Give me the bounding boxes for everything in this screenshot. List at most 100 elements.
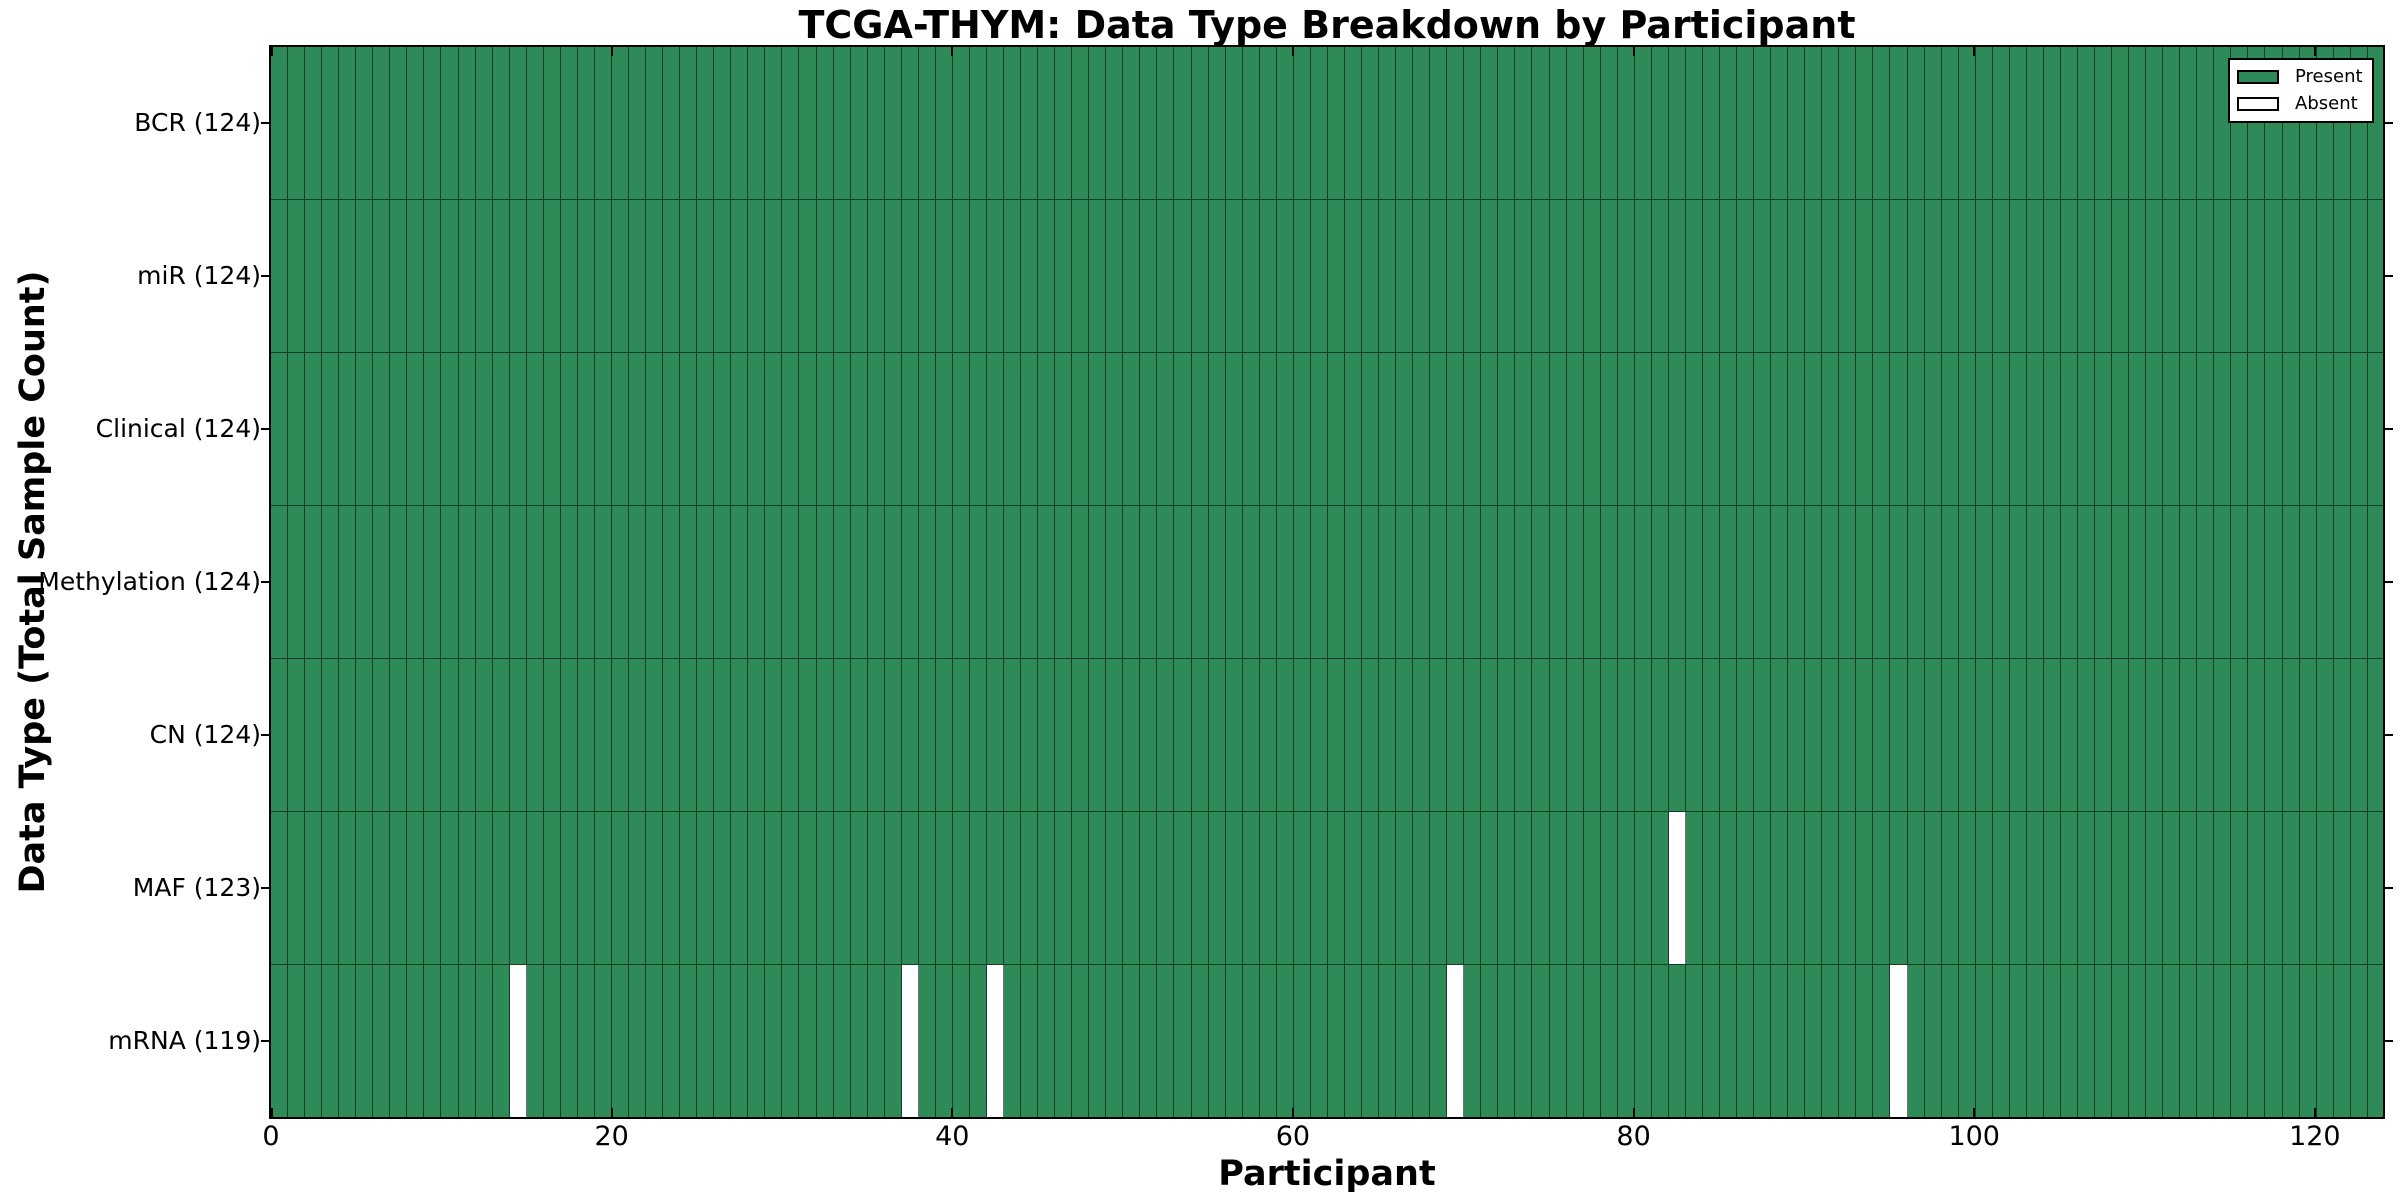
present-cell-CN-86 bbox=[1737, 659, 1755, 811]
present-cell-Clinical-81 bbox=[1651, 353, 1669, 505]
present-cell-CN-102 bbox=[2009, 659, 2027, 811]
present-cell-miR-58 bbox=[1259, 200, 1277, 352]
present-cell-miR-54 bbox=[1191, 200, 1209, 352]
present-cell-mRNA-38 bbox=[918, 965, 936, 1117]
present-cell-Clinical-80 bbox=[1634, 353, 1652, 505]
present-cell-miR-65 bbox=[1379, 200, 1397, 352]
present-cell-CN-116 bbox=[2248, 659, 2266, 811]
present-cell-BCR-90 bbox=[1805, 47, 1823, 199]
present-cell-miR-6 bbox=[373, 200, 391, 352]
present-cell-Methylation-93 bbox=[1856, 506, 1874, 658]
present-cell-Clinical-23 bbox=[663, 353, 681, 505]
present-cell-CN-76 bbox=[1566, 659, 1584, 811]
present-cell-miR-17 bbox=[560, 200, 578, 352]
present-cell-Methylation-67 bbox=[1413, 506, 1431, 658]
present-cell-Clinical-120 bbox=[2316, 353, 2334, 505]
present-cell-miR-42 bbox=[986, 200, 1005, 352]
present-cell-Methylation-50 bbox=[1123, 506, 1141, 658]
present-cell-MAF-65 bbox=[1379, 812, 1397, 964]
present-cell-Methylation-54 bbox=[1191, 506, 1209, 658]
present-cell-Clinical-64 bbox=[1362, 353, 1380, 505]
present-cell-Methylation-48 bbox=[1089, 506, 1107, 658]
present-cell-mRNA-78 bbox=[1600, 965, 1618, 1117]
present-cell-mRNA-114 bbox=[2214, 965, 2232, 1117]
present-cell-miR-57 bbox=[1242, 200, 1260, 352]
present-cell-miR-80 bbox=[1634, 200, 1652, 352]
present-cell-Clinical-47 bbox=[1072, 353, 1090, 505]
present-cell-mRNA-119 bbox=[2299, 965, 2317, 1117]
present-cell-CN-111 bbox=[2163, 659, 2181, 811]
present-cell-CN-110 bbox=[2146, 659, 2164, 811]
present-cell-mRNA-7 bbox=[390, 965, 408, 1117]
present-cell-Methylation-6 bbox=[373, 506, 391, 658]
present-cell-mRNA-75 bbox=[1549, 965, 1567, 1117]
present-cell-MAF-81 bbox=[1651, 812, 1669, 964]
present-cell-miR-56 bbox=[1225, 200, 1243, 352]
present-cell-Methylation-47 bbox=[1072, 506, 1090, 658]
present-cell-Clinical-118 bbox=[2282, 353, 2300, 505]
x-tick-mark-top-20 bbox=[610, 47, 613, 56]
present-cell-CN-29 bbox=[765, 659, 783, 811]
present-cell-CN-37 bbox=[901, 659, 919, 811]
present-cell-mRNA-53 bbox=[1174, 965, 1192, 1117]
present-cell-Methylation-23 bbox=[663, 506, 681, 658]
present-cell-Clinical-9 bbox=[424, 353, 442, 505]
present-cell-MAF-64 bbox=[1362, 812, 1380, 964]
present-cell-CN-10 bbox=[441, 659, 459, 811]
present-cell-Methylation-104 bbox=[2043, 506, 2061, 658]
present-cell-MAF-96 bbox=[1907, 812, 1925, 964]
present-cell-MAF-93 bbox=[1856, 812, 1874, 964]
present-cell-CN-46 bbox=[1055, 659, 1073, 811]
absent-cell-mRNA-42 bbox=[986, 965, 1005, 1117]
present-cell-Clinical-69 bbox=[1447, 353, 1465, 505]
present-cell-BCR-8 bbox=[407, 47, 425, 199]
present-cell-CN-11 bbox=[458, 659, 476, 811]
present-cell-Methylation-90 bbox=[1805, 506, 1823, 658]
present-cell-mRNA-5 bbox=[356, 965, 374, 1117]
x-tick-mark-bottom-20 bbox=[610, 1108, 613, 1117]
present-cell-CN-63 bbox=[1344, 659, 1362, 811]
present-cell-mRNA-57 bbox=[1242, 965, 1260, 1117]
present-cell-miR-41 bbox=[969, 200, 987, 352]
present-cell-BCR-81 bbox=[1651, 47, 1669, 199]
present-cell-BCR-14 bbox=[509, 47, 527, 199]
present-cell-miR-43 bbox=[1004, 200, 1022, 352]
present-cell-CN-72 bbox=[1498, 659, 1516, 811]
present-cell-Methylation-100 bbox=[1975, 506, 1993, 658]
present-cell-Clinical-101 bbox=[1992, 353, 2010, 505]
present-cell-BCR-49 bbox=[1106, 47, 1124, 199]
data-rows-container bbox=[271, 47, 2384, 1117]
present-cell-BCR-16 bbox=[543, 47, 561, 199]
x-tick-label-80: 80 bbox=[1616, 1121, 1651, 1152]
chart-title: TCGA-THYM: Data Type Breakdown by Partic… bbox=[798, 3, 1856, 47]
present-cell-mRNA-84 bbox=[1702, 965, 1720, 1117]
x-tick-label-40: 40 bbox=[935, 1121, 970, 1152]
present-cell-CN-40 bbox=[952, 659, 970, 811]
present-cell-Clinical-35 bbox=[867, 353, 885, 505]
present-cell-MAF-63 bbox=[1344, 812, 1362, 964]
present-cell-CN-55 bbox=[1208, 659, 1226, 811]
present-cell-Clinical-73 bbox=[1515, 353, 1533, 505]
y-tick-label-CN: CN (124) bbox=[149, 719, 261, 749]
present-cell-miR-109 bbox=[2129, 200, 2147, 352]
present-cell-CN-117 bbox=[2265, 659, 2283, 811]
present-cell-miR-1 bbox=[288, 200, 306, 352]
present-cell-MAF-122 bbox=[2350, 812, 2368, 964]
present-cell-BCR-75 bbox=[1549, 47, 1567, 199]
present-cell-BCR-79 bbox=[1617, 47, 1635, 199]
present-cell-miR-0 bbox=[271, 200, 289, 352]
present-cell-MAF-105 bbox=[2060, 812, 2078, 964]
present-cell-mRNA-103 bbox=[2026, 965, 2044, 1117]
present-cell-Clinical-48 bbox=[1089, 353, 1107, 505]
present-cell-BCR-24 bbox=[680, 47, 698, 199]
present-cell-BCR-23 bbox=[663, 47, 681, 199]
present-cell-mRNA-63 bbox=[1344, 965, 1362, 1117]
present-cell-mRNA-46 bbox=[1055, 965, 1073, 1117]
present-cell-BCR-98 bbox=[1941, 47, 1959, 199]
present-cell-MAF-19 bbox=[594, 812, 612, 964]
present-cell-Methylation-76 bbox=[1566, 506, 1584, 658]
absent-cell-mRNA-37 bbox=[901, 965, 919, 1117]
present-cell-BCR-29 bbox=[765, 47, 783, 199]
present-cell-miR-13 bbox=[492, 200, 510, 352]
present-cell-MAF-78 bbox=[1600, 812, 1618, 964]
